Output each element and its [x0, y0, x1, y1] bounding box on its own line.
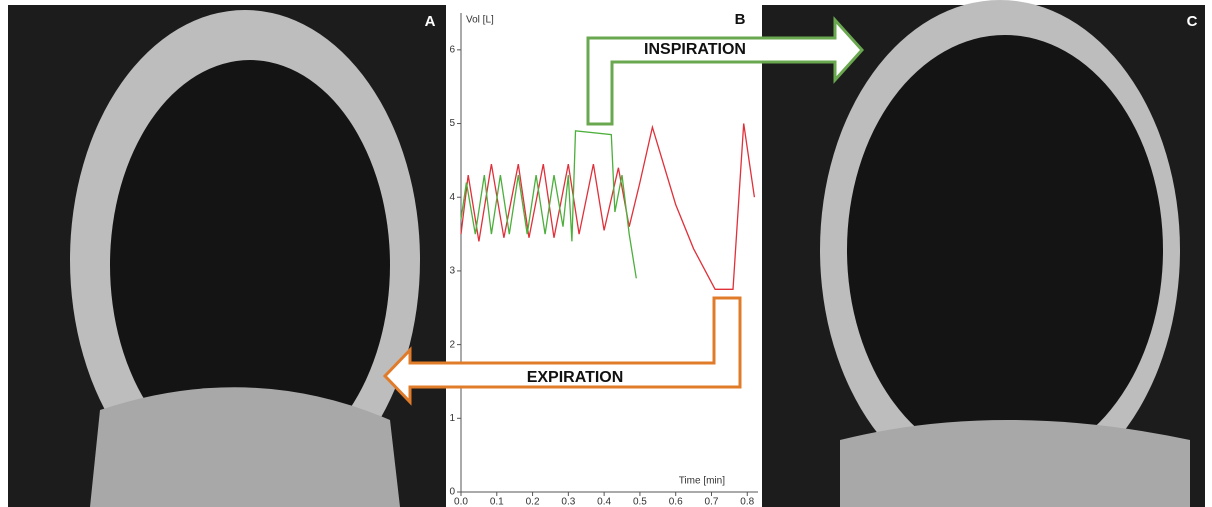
- x-tick-label: 0.2: [526, 497, 540, 507]
- y-axis-label: Vol [L]: [466, 15, 494, 26]
- x-tick-label: 0.3: [561, 497, 575, 507]
- x-tick-label: 0.8: [740, 497, 754, 507]
- x-tick-label: 0.4: [597, 497, 611, 507]
- panel-label: B: [735, 11, 746, 28]
- figure: A C 01234560.00.10.20.30.40.50.60.70.8 B…: [0, 0, 1212, 507]
- x-tick-label: 0.0: [454, 497, 468, 507]
- y-tick-label: 5: [449, 118, 455, 129]
- y-tick-label: 2: [449, 339, 455, 350]
- y-tick-label: 3: [449, 266, 455, 277]
- x-tick-label: 0.7: [705, 497, 719, 507]
- x-tick-label: 0.5: [633, 497, 647, 507]
- x-tick-label: 0.1: [490, 497, 504, 507]
- ct-image-a: [8, 5, 446, 507]
- y-tick-label: 4: [449, 192, 455, 203]
- x-tick-label: 0.6: [669, 497, 683, 507]
- ct-image-c: [762, 0, 1205, 507]
- arrow-label: INSPIRATION: [644, 41, 746, 58]
- panel-label: C: [1187, 13, 1198, 30]
- panel-label: A: [425, 13, 436, 30]
- arrow-label: EXPIRATION: [527, 369, 624, 386]
- y-tick-label: 1: [449, 413, 455, 424]
- y-tick-label: 6: [449, 44, 455, 55]
- x-axis-label: Time [min]: [679, 476, 726, 487]
